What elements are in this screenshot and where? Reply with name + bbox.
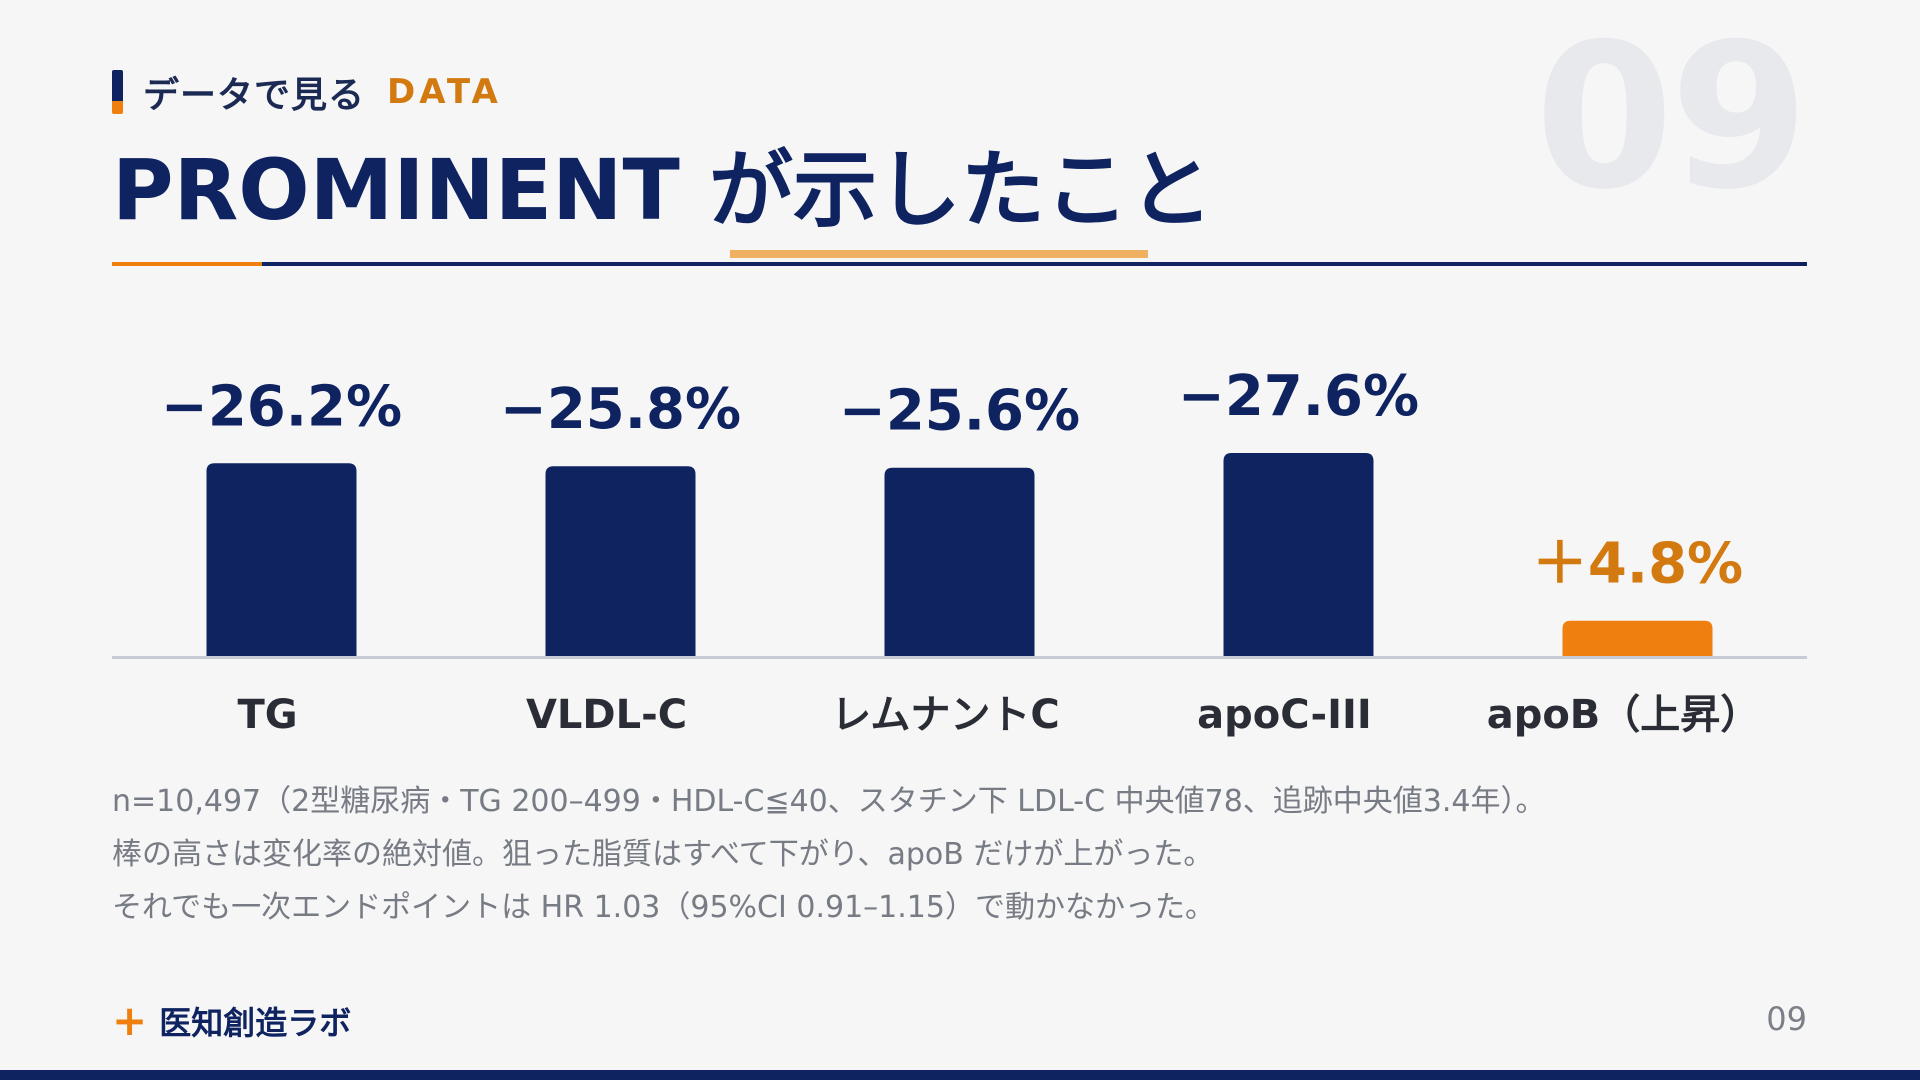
section-label: データで見る DATA: [112, 66, 502, 118]
bar-0: [206, 463, 357, 656]
brand-name: 医知創造ラボ: [159, 1004, 352, 1042]
category-label-0: TG: [237, 692, 297, 738]
section-label-en: DATA: [387, 72, 502, 112]
footnotes: n=10,497（2型糖尿病・TG 200–499・HDL-C≦40、スタチン下…: [112, 775, 1546, 934]
title-rule-accent: [112, 262, 262, 266]
data-label-0: −26.2%: [161, 374, 402, 439]
bottom-band: [0, 1070, 1920, 1080]
bar-chart: −26.2% TG −25.8% VLDL-C −25.6% レムナントC −27.6% ap…: [112, 364, 1807, 738]
data-label-2: −25.6%: [839, 379, 1080, 444]
bar-3: [1223, 453, 1374, 656]
bar-4: [1562, 620, 1713, 656]
brand: + 医知創造ラボ: [112, 998, 351, 1044]
data-label-4: ＋4.8%: [1532, 532, 1743, 597]
category-label-3: apoC-III: [1197, 692, 1372, 738]
footnote-line: それでも一次エンドポイントは HR 1.03（95%CI 0.91–1.15）で…: [112, 890, 1215, 925]
footnote-line: 棒の高さは変化率の絶対値。狙った脂質はすべて下がり、apoB だけが上がった。: [112, 837, 1214, 872]
data-label-3: −27.6%: [1178, 364, 1419, 429]
page-title: PROMINENT が示したこと: [112, 141, 1214, 239]
title-highlight-underline: [730, 250, 1148, 258]
section-marker: [112, 70, 123, 114]
bar-1: [545, 466, 696, 656]
data-label-1: −25.8%: [500, 377, 741, 442]
footnote-line: n=10,497（2型糖尿病・TG 200–499・HDL-C≦40、スタチン下…: [112, 784, 1546, 819]
category-label-1: VLDL-C: [526, 692, 687, 738]
category-label-4: apoB（上昇）: [1487, 692, 1761, 738]
slide-number-watermark: 09: [1534, 1, 1809, 234]
category-label-2: レムナントC: [831, 692, 1060, 738]
bar-2: [884, 467, 1035, 656]
title-rule: [112, 262, 1807, 266]
section-label-jp: データで見る: [143, 75, 366, 116]
page-number: 09: [1766, 1000, 1807, 1038]
baseline: [112, 656, 1807, 659]
plus-icon: +: [112, 996, 148, 1045]
